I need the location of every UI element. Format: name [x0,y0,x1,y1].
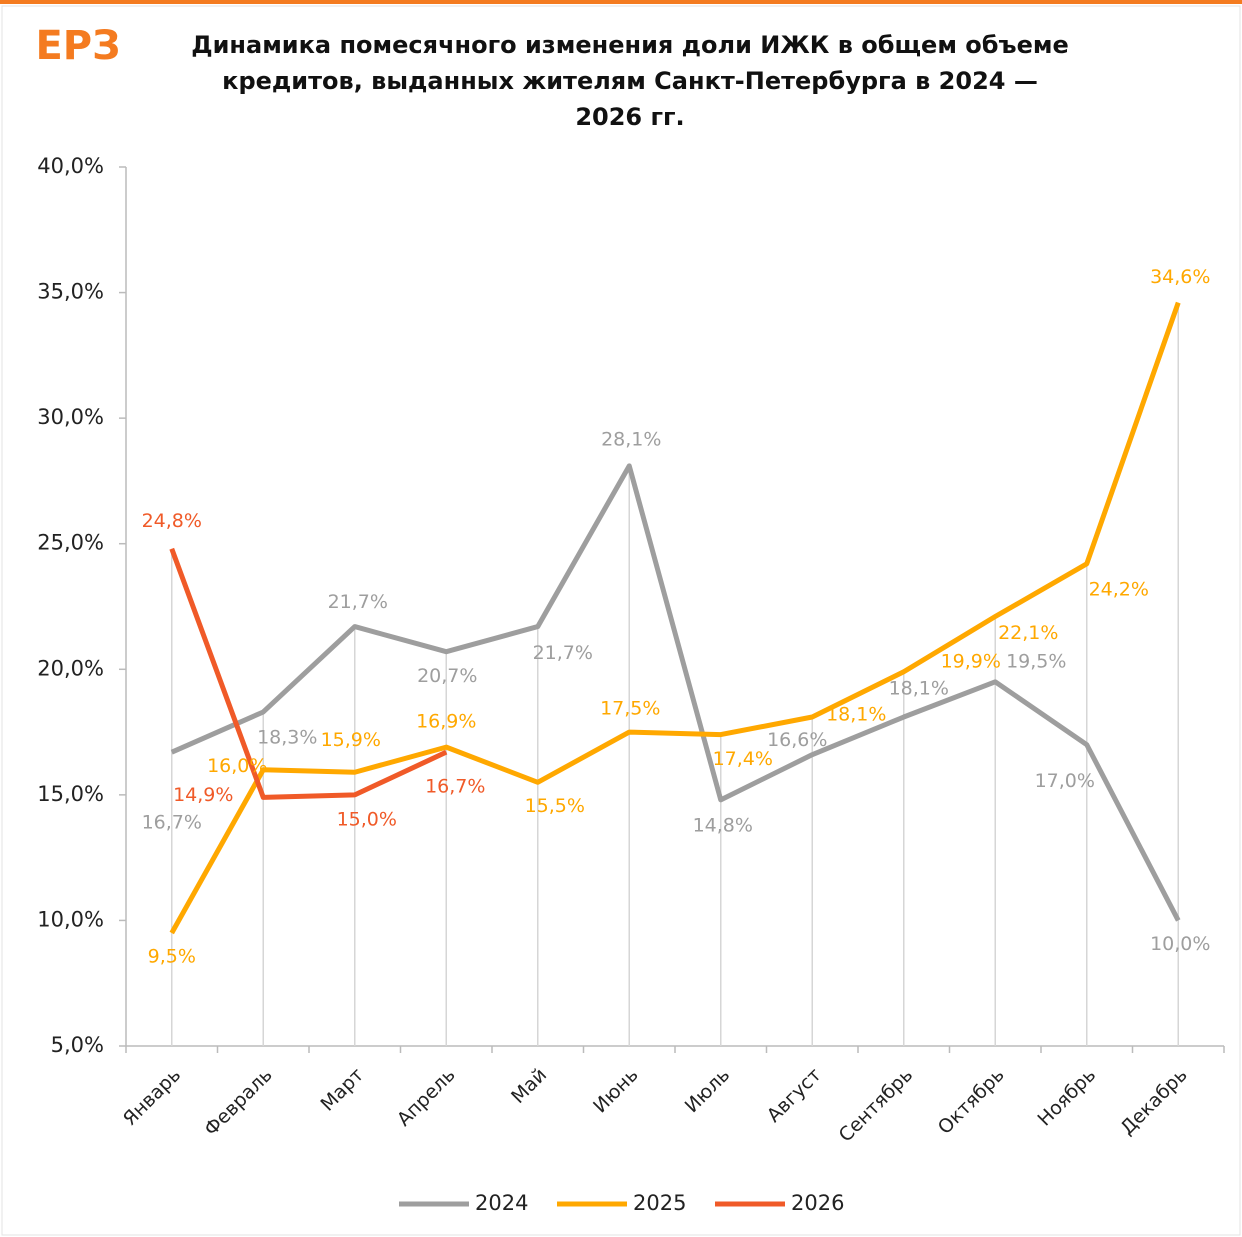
data-label: 9,5% [148,945,196,967]
y-tick-label: 20,0% [37,656,104,680]
y-tick-label: 25,0% [37,531,104,555]
data-label: 18,3% [257,726,317,748]
data-label: 17,5% [600,698,660,720]
logo: ЕРЗ [35,23,120,69]
data-label: 17,4% [713,748,773,770]
x-tick-label: Сентябрь [835,1064,918,1147]
x-tick-label: Май [507,1064,551,1108]
x-tick-label: Февраль [200,1064,277,1141]
data-label: 15,0% [337,808,397,830]
y-tick-label: 5,0% [51,1033,104,1057]
x-tick-label: Декабрь [1116,1064,1191,1139]
data-label: 14,9% [173,784,233,806]
data-label: 24,8% [142,510,202,532]
data-label: 10,0% [1150,933,1210,955]
x-tick-label: Апрель [393,1064,460,1131]
x-tick-label: Ноябрь [1033,1064,1100,1131]
frame [1,5,1241,1236]
legend-label: 2026 [791,1191,844,1215]
y-tick-label: 30,0% [37,405,104,429]
x-tick-label: Январь [119,1064,185,1130]
x-tick-label: Июнь [589,1064,643,1118]
data-label: 28,1% [601,428,661,450]
series-line [170,463,1181,922]
data-label: 20,7% [417,665,477,687]
data-label: 14,8% [693,814,753,836]
data-label: 16,7% [425,776,485,798]
y-tick-label: 40,0% [37,154,104,178]
series-line [169,301,1181,935]
x-tick-label: Октябрь [934,1064,1009,1139]
data-label: 24,2% [1089,578,1149,600]
x-tick-label: Июль [681,1064,734,1117]
y-tick-label: 35,0% [37,280,104,304]
legend-label: 2025 [633,1191,686,1215]
data-label: 16,0% [207,755,267,777]
chart-title: кредитов, выданных жителям Санкт-Петербу… [222,67,1038,95]
data-label: 34,6% [1150,266,1210,288]
legend-label: 2024 [475,1191,528,1215]
chart-title: Динамика помесячного изменения доли ИЖК … [191,31,1069,59]
y-tick-label: 15,0% [37,782,104,806]
series-line [169,547,448,800]
x-tick-label: Март [316,1064,368,1116]
data-label: 15,9% [321,729,381,751]
data-label: 18,1% [889,678,949,700]
y-tick-label: 10,0% [37,907,104,931]
x-tick-label: Август [763,1064,826,1127]
data-label: 21,7% [328,591,388,613]
data-label: 15,5% [525,795,585,817]
data-label: 21,7% [533,642,593,664]
data-label: 19,5% [1006,650,1066,672]
data-label: 16,6% [767,729,827,751]
data-label: 22,1% [998,622,1058,644]
data-label: 18,1% [826,704,886,726]
data-label: 16,9% [416,711,476,733]
data-label: 17,0% [1035,770,1095,792]
top-bar [0,0,1242,4]
chart-title: 2026 гг. [575,103,684,131]
data-label: 16,7% [142,812,202,834]
data-label: 19,9% [941,650,1001,672]
